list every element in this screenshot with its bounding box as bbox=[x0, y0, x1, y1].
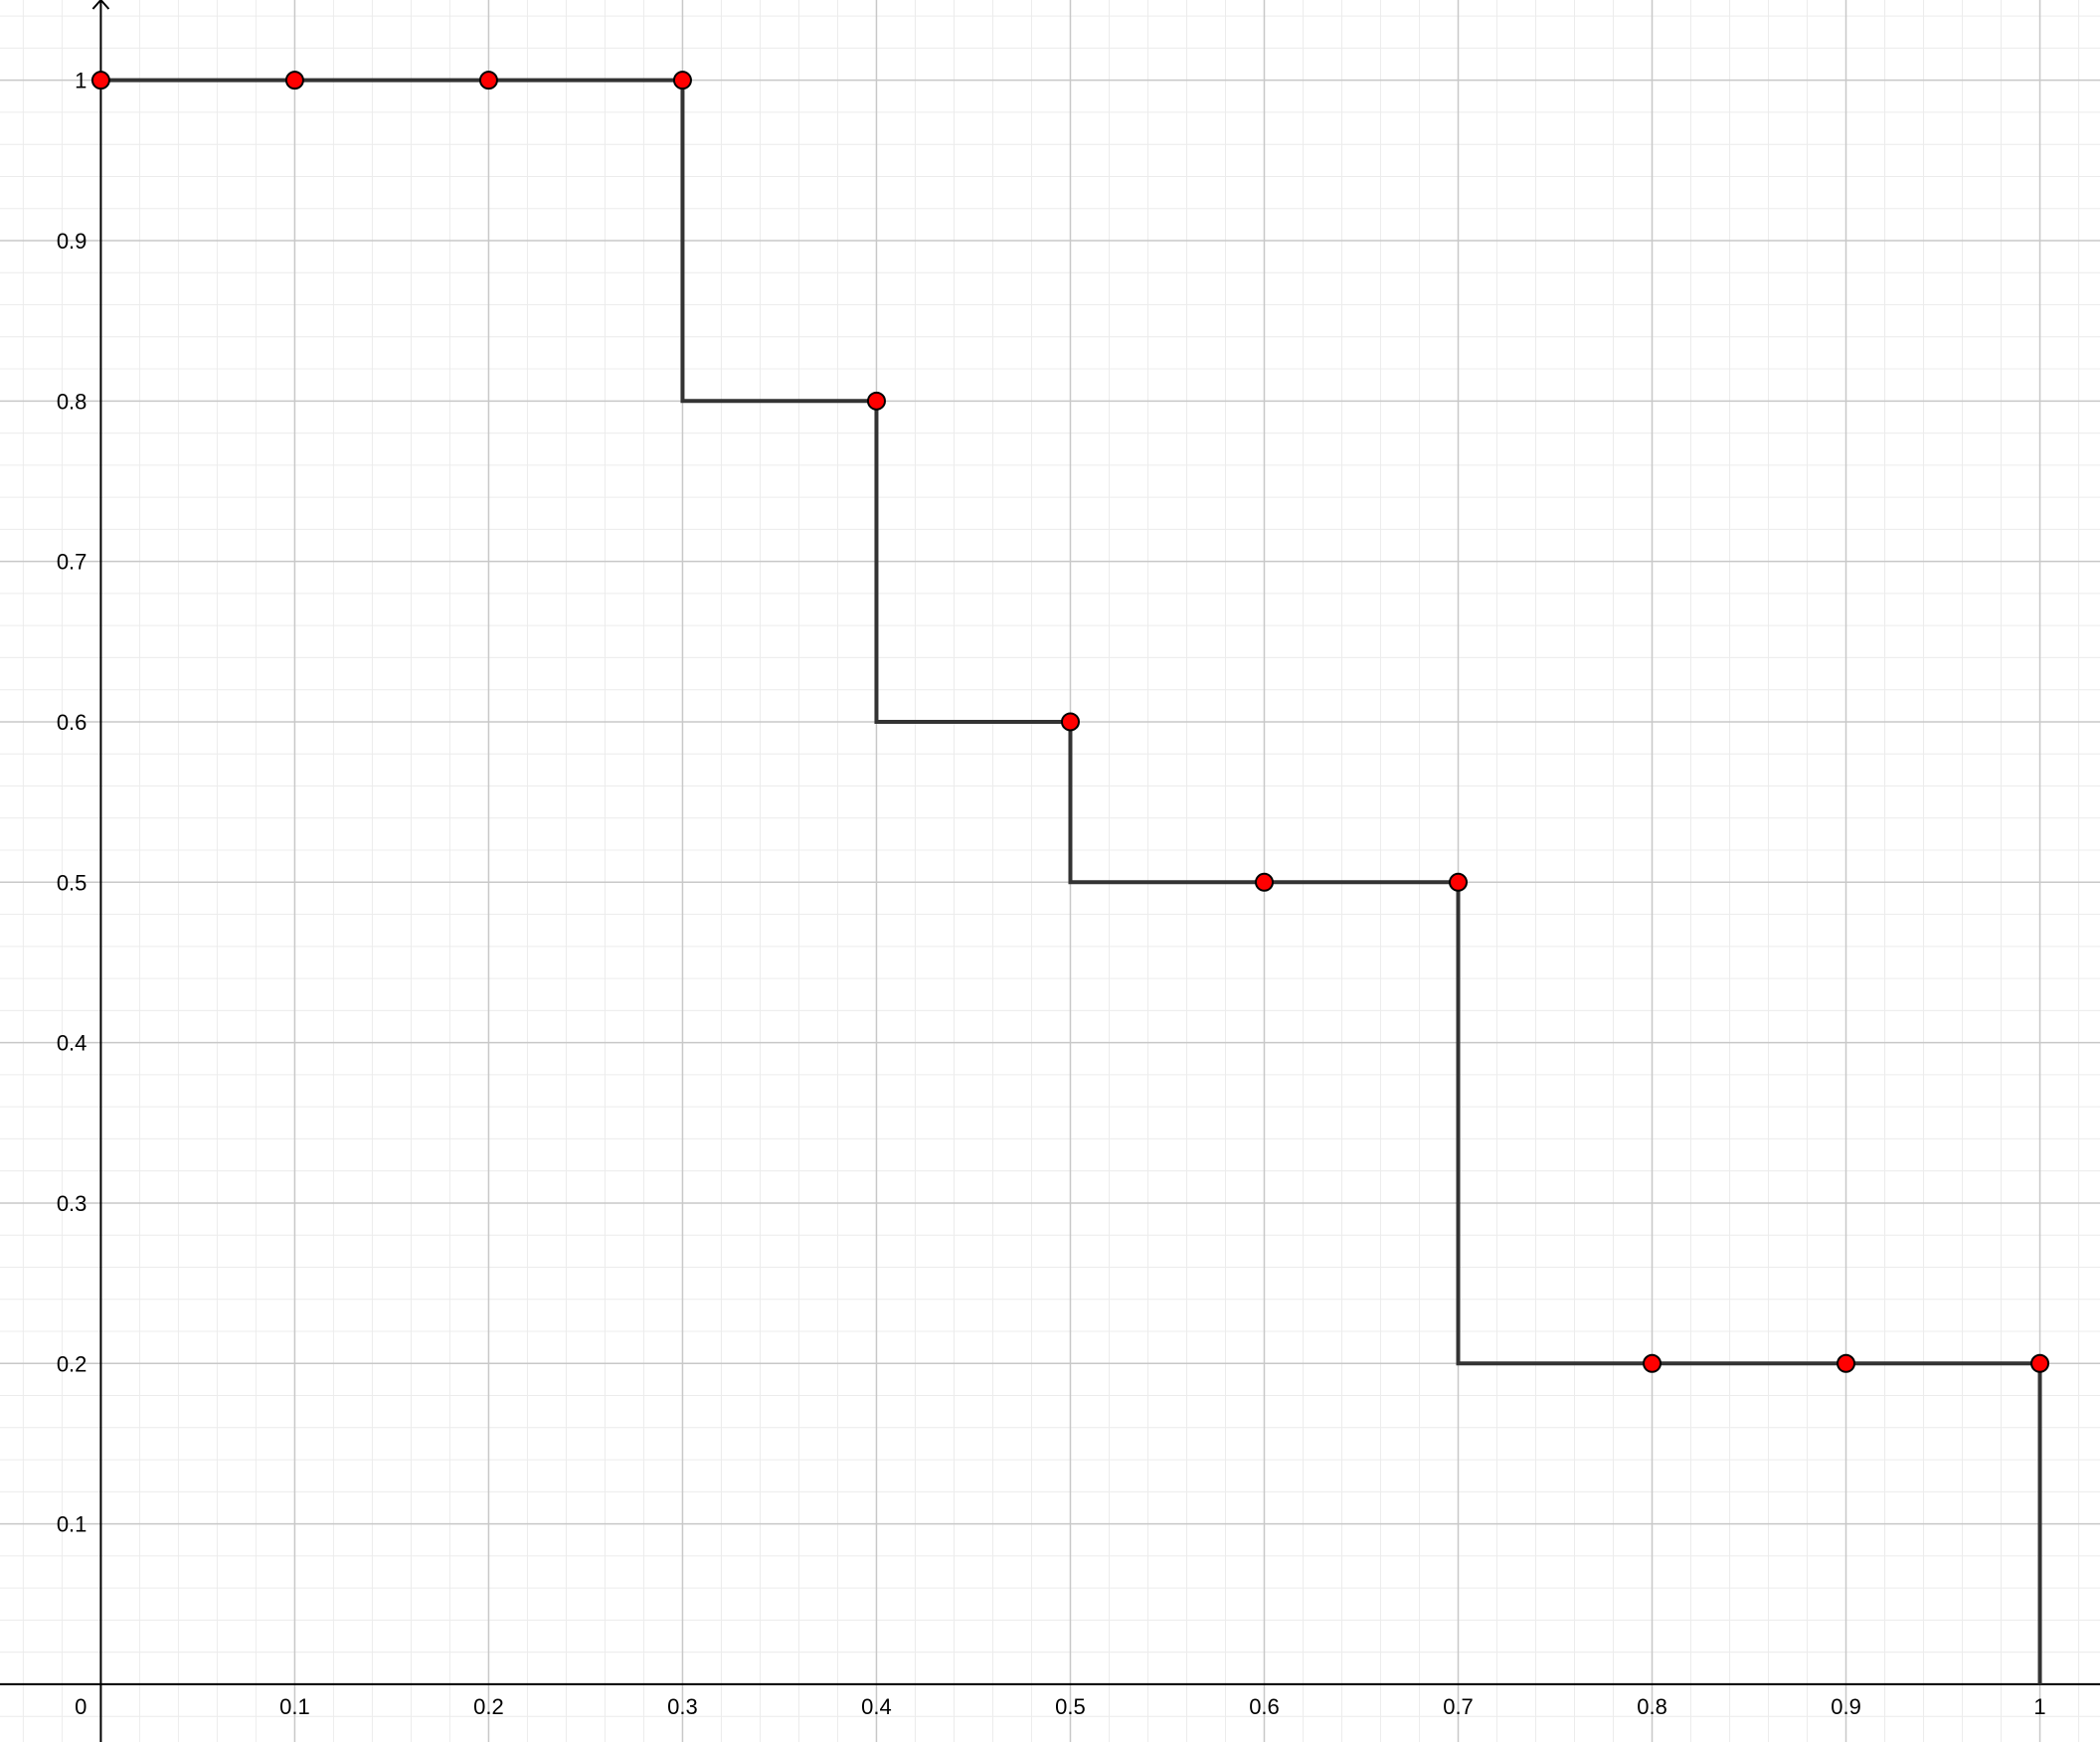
data-point[interactable] bbox=[2030, 1353, 2050, 1373]
x-tick-label: 0.6 bbox=[1249, 1694, 1280, 1719]
x-tick-label: 0.5 bbox=[1055, 1694, 1086, 1719]
y-tick-label: 1 bbox=[75, 69, 87, 93]
data-point[interactable] bbox=[866, 391, 886, 411]
data-point[interactable] bbox=[1837, 1353, 1856, 1373]
data-point[interactable] bbox=[1254, 872, 1274, 892]
y-tick-label: 0.3 bbox=[57, 1191, 88, 1216]
x-tick-label: 0.3 bbox=[667, 1694, 698, 1719]
y-tick-label: 0.5 bbox=[57, 870, 88, 895]
y-tick-label: 0.6 bbox=[57, 710, 88, 735]
x-tick-labels: 0 0.1 0.2 0.3 0.4 0.5 0.6 0.7 0.8 0.9 1 bbox=[75, 1694, 2046, 1719]
data-point[interactable] bbox=[284, 71, 304, 90]
x-tick-label: 0.1 bbox=[279, 1694, 310, 1719]
y-tick-labels: 0.1 0.2 0.3 0.4 0.5 0.6 0.7 0.8 0.9 1 bbox=[57, 69, 88, 1537]
data-points bbox=[90, 71, 2050, 1373]
x-tick-label: 0 bbox=[75, 1694, 87, 1719]
y-tick-label: 0.8 bbox=[57, 389, 88, 414]
x-tick-label: 0.4 bbox=[861, 1694, 892, 1719]
data-point[interactable] bbox=[672, 71, 692, 90]
x-tick-label: 1 bbox=[2033, 1694, 2045, 1719]
y-axis-arrow bbox=[91, 0, 110, 10]
data-point[interactable] bbox=[1449, 872, 1469, 892]
x-tick-label: 0.7 bbox=[1443, 1694, 1474, 1719]
data-point[interactable] bbox=[90, 71, 110, 90]
data-point[interactable] bbox=[1060, 712, 1080, 732]
x-tick-label: 0.2 bbox=[473, 1694, 504, 1719]
y-tick-label: 0.9 bbox=[57, 229, 88, 254]
y-tick-label: 0.4 bbox=[57, 1031, 88, 1056]
y-tick-label: 0.1 bbox=[57, 1512, 88, 1537]
data-point[interactable] bbox=[478, 71, 498, 90]
y-tick-label: 0.7 bbox=[57, 550, 88, 575]
y-tick-label: 0.2 bbox=[57, 1351, 88, 1376]
x-tick-label: 0.8 bbox=[1637, 1694, 1667, 1719]
x-tick-label: 0.9 bbox=[1831, 1694, 1861, 1719]
data-point[interactable] bbox=[1643, 1353, 1662, 1373]
